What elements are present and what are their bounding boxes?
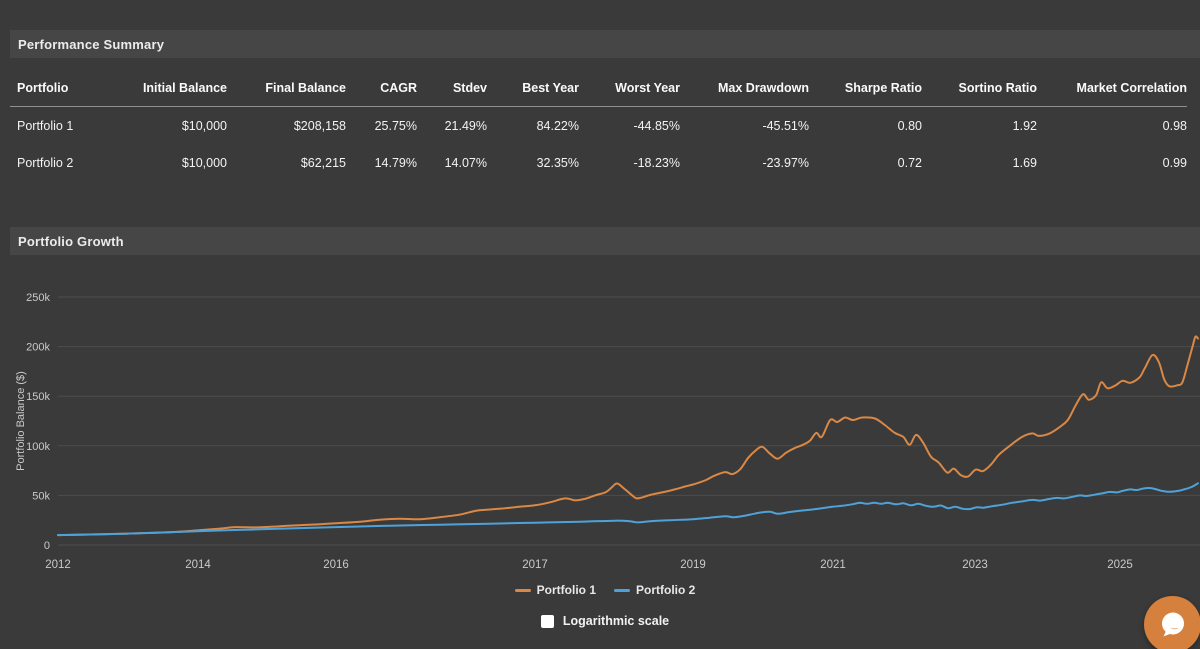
value-cell: $208,158 bbox=[293, 118, 346, 133]
value-cell: 0.80 bbox=[897, 118, 922, 133]
table-row: Portfolio 2 $10,000 $62,215 14.79% 14.07% 32.… bbox=[10, 144, 1187, 181]
column-header: Stdev bbox=[452, 81, 487, 95]
y-tick-label: 50k bbox=[32, 490, 50, 502]
value-cell: -45.51% bbox=[762, 118, 809, 133]
x-tick-label: 2016 bbox=[323, 559, 349, 571]
y-tick-label: 100k bbox=[26, 441, 50, 453]
value-cell: 0.72 bbox=[897, 155, 922, 170]
value-cell: -44.85% bbox=[633, 118, 680, 133]
value-cell: 32.35% bbox=[536, 155, 579, 170]
y-tick-label: 250k bbox=[26, 292, 50, 304]
x-tick-label: 2017 bbox=[522, 559, 548, 571]
legend-item[interactable]: Portfolio 2 bbox=[614, 583, 695, 597]
column-header: Sortino Ratio bbox=[958, 81, 1037, 95]
value-cell: 14.07% bbox=[444, 155, 487, 170]
table-header-row: Portfolio Initial Balance Final Balance CAG… bbox=[10, 70, 1187, 107]
value-cell: 0.99 bbox=[1162, 155, 1187, 170]
log-scale-row: Logarithmic scale bbox=[10, 614, 1200, 628]
performance-summary-header: Performance Summary bbox=[10, 30, 1200, 58]
value-cell: 25.75% bbox=[374, 118, 417, 133]
portfolio-name-cell: Portfolio 2 bbox=[17, 155, 74, 170]
y-tick-label: 0 bbox=[44, 540, 50, 552]
x-tick-label: 2012 bbox=[45, 559, 71, 571]
series-line-portfolio-2 bbox=[57, 482, 1199, 537]
y-tick-label: 150k bbox=[26, 391, 50, 403]
column-header: Market Correlation bbox=[1076, 81, 1187, 95]
legend-label: Portfolio 2 bbox=[636, 583, 696, 597]
value-cell: 1.92 bbox=[1012, 118, 1037, 133]
y-axis-title: Portfolio Balance ($) bbox=[15, 371, 27, 471]
portfolio-name-cell: Portfolio 1 bbox=[17, 118, 74, 133]
x-tick-label: 2019 bbox=[680, 559, 706, 571]
column-header: Final Balance bbox=[265, 81, 346, 95]
value-cell: $10,000 bbox=[181, 118, 227, 133]
column-header: Max Drawdown bbox=[718, 81, 809, 95]
value-cell: -18.23% bbox=[633, 155, 680, 170]
performance-summary-table: Portfolio Initial Balance Final Balance CAG… bbox=[10, 70, 1187, 181]
value-cell: 14.79% bbox=[374, 155, 417, 170]
legend-swatch bbox=[614, 588, 630, 592]
column-header: Portfolio bbox=[17, 81, 69, 95]
x-tick-label: 2023 bbox=[962, 559, 988, 571]
log-scale-label: Logarithmic scale bbox=[562, 614, 670, 628]
value-cell: $10,000 bbox=[181, 155, 227, 170]
growth-line-chart[interactable]: 0 50k 100k 150k 200k 250k 2012 2014 2016 2017 2019… bbox=[10, 265, 1200, 575]
value-cell: 84.22% bbox=[536, 118, 579, 133]
x-tick-label: 2025 bbox=[1107, 559, 1133, 571]
value-cell: 21.49% bbox=[444, 118, 487, 133]
value-cell: $62,215 bbox=[300, 155, 346, 170]
value-cell: 0.98 bbox=[1162, 118, 1187, 133]
value-cell: -23.97% bbox=[762, 155, 809, 170]
chat-button[interactable] bbox=[1144, 596, 1200, 649]
column-header: Worst Year bbox=[615, 81, 680, 95]
portfolio-growth-header: Portfolio Growth bbox=[10, 227, 1200, 255]
legend-item[interactable]: Portfolio 1 bbox=[514, 583, 596, 597]
column-header: Sharpe Ratio bbox=[844, 81, 922, 95]
performance-summary-title: Performance Summary bbox=[18, 36, 165, 52]
series-line-portfolio-1 bbox=[57, 335, 1199, 537]
portfolio-growth-title: Portfolio Growth bbox=[18, 233, 124, 249]
table-row: Portfolio 1 $10,000 $208,158 25.75% 21.49% 84… bbox=[10, 107, 1187, 145]
value-cell: 1.69 bbox=[1012, 155, 1037, 170]
chart-legend: Portfolio 1 Portfolio 2 bbox=[10, 583, 1200, 597]
column-header: Initial Balance bbox=[142, 81, 227, 95]
column-header: CAGR bbox=[380, 81, 417, 95]
chat-bubble-icon bbox=[1161, 612, 1184, 636]
column-header: Best Year bbox=[522, 81, 579, 95]
log-scale-checkbox[interactable] bbox=[540, 614, 554, 628]
x-tick-label: 2014 bbox=[185, 559, 211, 571]
x-tick-label: 2021 bbox=[820, 559, 846, 571]
y-tick-label: 200k bbox=[26, 342, 50, 354]
legend-swatch bbox=[514, 588, 531, 592]
portfolio-growth-chart[interactable]: 0 50k 100k 150k 200k 250k 2012 2014 2016 2017 2019… bbox=[10, 265, 1200, 575]
legend-label: Portfolio 1 bbox=[536, 583, 596, 597]
performance-summary-table-wrap: Portfolio Initial Balance Final Balance CAG… bbox=[10, 70, 1187, 181]
